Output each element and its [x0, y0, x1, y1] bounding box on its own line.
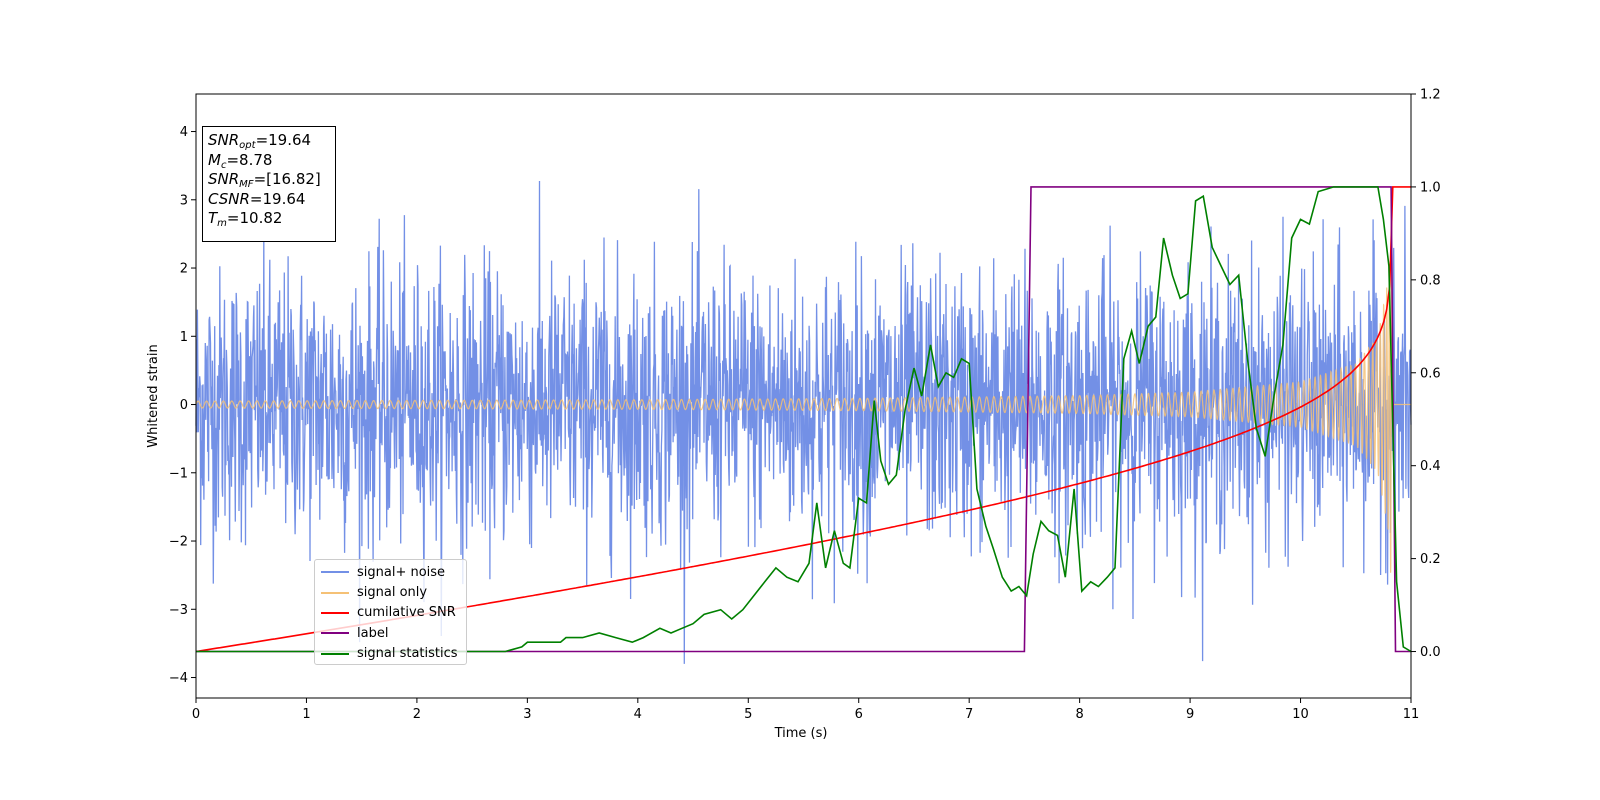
signal-noise-line [195, 180, 1412, 664]
csnr-row: CSNR=19.64 [208, 189, 306, 208]
y-right-tick-label: 0.8 [1420, 273, 1441, 288]
snr-opt-row: SNRopt=19.64 [208, 131, 312, 151]
x-tick-label: 0 [192, 707, 200, 722]
y-right-tick-label: 0.2 [1420, 552, 1441, 567]
x-tick-label: 9 [1186, 707, 1194, 722]
legend-item-signal-statistics: signal statistics [321, 644, 460, 664]
legend-swatch-signal-only [321, 591, 349, 594]
x-tick-label: 2 [413, 707, 421, 722]
y-right-tick-label: 0.0 [1420, 645, 1441, 660]
y-left-tick-label: 2 [180, 262, 188, 277]
x-axis-ticks: 0 1 2 3 4 5 6 7 8 9 10 11 [192, 698, 1419, 722]
y-left-tick-label: 1 [180, 330, 188, 345]
x-tick-label: 6 [855, 707, 863, 722]
legend-item-signal-only: signal only [321, 582, 460, 602]
y-right-tick-label: 1.2 [1420, 88, 1441, 103]
legend-swatch-signal-statistics [321, 652, 349, 655]
x-tick-label: 10 [1292, 707, 1309, 722]
y-left-tick-label: 3 [180, 193, 188, 208]
signal-only-line [195, 211, 1411, 573]
legend-label: label [357, 625, 389, 641]
x-tick-label: 5 [744, 707, 752, 722]
metrics-box: SNRopt=19.64 Mc=8.78 SNRMF=[16.82] CSNR=… [202, 126, 336, 242]
label-line [196, 186, 1411, 653]
signal-only-series [195, 211, 1411, 573]
legend-label: signal+ noise [357, 564, 446, 580]
y-left-axis-ticks: 4 3 2 1 0 −1 −2 −3 −4 [169, 125, 196, 686]
tm-row: Tm=10.82 [208, 209, 283, 229]
x-axis-label: Time (s) [774, 726, 828, 741]
x-tick-label: 3 [523, 707, 531, 722]
x-tick-label: 7 [965, 707, 973, 722]
legend-swatch-cumulative-snr [321, 611, 349, 614]
legend-label: signal statistics [357, 646, 458, 662]
signal-noise-series [195, 180, 1412, 664]
y-right-tick-label: 1.0 [1420, 180, 1441, 195]
x-tick-label: 11 [1403, 707, 1420, 722]
legend: signal+ noise signal only cumilative SNR… [314, 559, 467, 665]
y-left-tick-label: −3 [169, 603, 188, 618]
legend-swatch-signal-noise [321, 571, 349, 574]
legend-swatch-label [321, 632, 349, 635]
y-left-tick-label: −2 [169, 535, 188, 550]
legend-item-label: label [321, 623, 460, 643]
y-left-tick-label: 4 [180, 125, 188, 140]
y-right-tick-label: 0.4 [1420, 459, 1441, 474]
x-tick-label: 8 [1075, 707, 1083, 722]
signal-statistics-line [196, 186, 1412, 653]
x-tick-label: 4 [634, 707, 642, 722]
snr-mf-row: SNRMF=[16.82] [208, 170, 321, 190]
mc-row: Mc=8.78 [208, 150, 273, 171]
legend-label: signal only [357, 585, 428, 601]
legend-label: cumilative SNR [357, 605, 456, 621]
legend-item-cumulative-snr: cumilative SNR [321, 603, 460, 623]
plot-frame [195, 93, 1412, 699]
legend-item-signal-noise: signal+ noise [321, 562, 460, 582]
y-right-tick-label: 0.6 [1420, 366, 1441, 381]
y-right-axis-ticks: 1.2 1.0 0.8 0.6 0.4 0.2 0.0 [1411, 88, 1441, 660]
y-left-tick-label: −4 [169, 671, 188, 686]
y-axis-label: Whitened strain [146, 344, 161, 447]
y-left-tick-label: 0 [180, 398, 188, 413]
x-tick-label: 1 [302, 707, 310, 722]
y-left-tick-label: −1 [169, 466, 188, 481]
